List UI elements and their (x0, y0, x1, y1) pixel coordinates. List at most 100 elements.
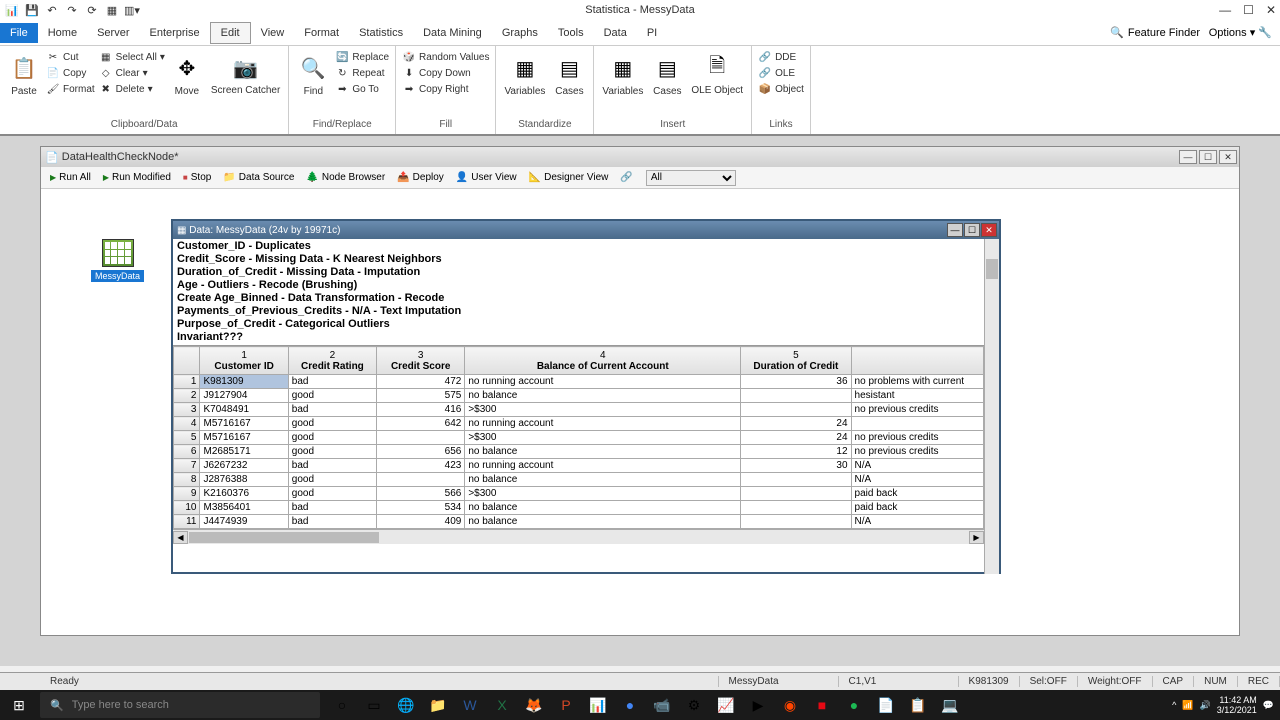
vscroll-thumb[interactable] (986, 259, 998, 279)
app7-icon[interactable]: ◉ (776, 691, 804, 719)
explorer-icon[interactable]: 📁 (424, 691, 452, 719)
close-button[interactable]: ✕ (1266, 3, 1276, 17)
undo-icon[interactable]: ↶ (44, 2, 60, 18)
table-row[interactable]: 6 M2685171 good 656 no balance 12 no pre… (174, 445, 984, 459)
column-header[interactable]: 2Credit Rating (288, 347, 376, 375)
randomvalues-button[interactable]: 🎲Random Values (402, 50, 489, 64)
column-header[interactable]: 4Balance of Current Account (465, 347, 741, 375)
menu-server[interactable]: Server (87, 23, 139, 43)
table-row[interactable]: 5 M5716167 good >$300 24 no previous cre… (174, 431, 984, 445)
table-row[interactable]: 9 K2160376 good 566 >$300 paid back (174, 487, 984, 501)
menu-graphs[interactable]: Graphs (492, 23, 548, 43)
app9-icon[interactable]: 📋 (904, 691, 932, 719)
menu-tools[interactable]: Tools (548, 23, 594, 43)
volume-icon[interactable]: 🔊 (1200, 700, 1211, 711)
app5-icon[interactable]: 📈 (712, 691, 740, 719)
column-header[interactable]: 3Credit Score (377, 347, 465, 375)
dde-button[interactable]: 🔗DDE (758, 50, 804, 64)
data-table[interactable]: 1Customer ID2Credit Rating3Credit Score4… (173, 346, 984, 529)
ins-cases-button[interactable]: ▤ Cases (649, 50, 685, 99)
userview-button[interactable]: 👤User View (451, 170, 522, 185)
add-icon[interactable]: ▦ (104, 2, 120, 18)
app10-icon[interactable]: 💻 (936, 691, 964, 719)
table-row[interactable]: 4 M5716167 good 642 no running account 2… (174, 417, 984, 431)
redo-icon[interactable]: ↷ (64, 2, 80, 18)
mdi-minimize[interactable]: — (1179, 150, 1197, 164)
options-button[interactable]: Options ▾ 🔧 (1209, 26, 1272, 39)
clear-button[interactable]: ◇Clear ▾ (99, 66, 165, 80)
goto-button[interactable]: ➡Go To (335, 82, 389, 96)
firefox-icon[interactable]: 🦊 (520, 691, 548, 719)
spotify-icon[interactable]: ● (840, 691, 868, 719)
macro-icon[interactable]: ▥▾ (124, 2, 140, 18)
refresh-icon[interactable]: ⟳ (84, 2, 100, 18)
menu-file[interactable]: File (0, 23, 38, 43)
stop-button[interactable]: ■Stop (178, 170, 216, 185)
datasource-button[interactable]: 📁Data Source (218, 170, 299, 185)
clock-time[interactable]: 11:42 AM (1217, 695, 1257, 705)
menu-data[interactable]: Data (594, 23, 637, 43)
app1-icon[interactable]: 📊 (584, 691, 612, 719)
data-node[interactable]: MessyData (91, 239, 144, 282)
copy-button[interactable]: 📄Copy (46, 66, 95, 80)
menu-view[interactable]: View (251, 23, 295, 43)
menu-datamining[interactable]: Data Mining (413, 23, 492, 43)
filter-select[interactable]: All (646, 170, 736, 186)
word-icon[interactable]: W (456, 691, 484, 719)
scroll-left[interactable]: ◀ (173, 531, 188, 544)
cortana-icon[interactable]: ○ (328, 691, 356, 719)
ole-object-button[interactable]: 🗎 OLE Object (689, 50, 745, 98)
menu-edit[interactable]: Edit (210, 22, 251, 44)
replace-button[interactable]: 🔄Replace (335, 50, 389, 64)
table-row[interactable]: 10 M3856401 bad 534 no balance paid back (174, 501, 984, 515)
clock-date[interactable]: 3/12/2021 (1217, 705, 1257, 715)
std-variables-button[interactable]: ▦ Variables (502, 50, 547, 99)
chrome-icon[interactable]: 🌐 (392, 691, 420, 719)
hscrollbar[interactable]: ◀ ▶ (173, 529, 984, 544)
screencatcher-button[interactable]: 📷 Screen Catcher (209, 50, 282, 98)
menu-home[interactable]: Home (38, 23, 87, 43)
delete-button[interactable]: ✖Delete ▾ (99, 82, 165, 96)
search-box[interactable]: 🔍 Type here to search (40, 692, 320, 718)
column-header[interactable]: 5Duration of Credit (741, 347, 851, 375)
move-button[interactable]: ✥ Move (169, 50, 205, 99)
notifications-icon[interactable]: 💬 (1263, 700, 1274, 711)
deploy-button[interactable]: 📤Deploy (392, 170, 449, 185)
table-row[interactable]: 7 J6267232 bad 423 no running account 30… (174, 459, 984, 473)
runall-button[interactable]: ▶Run All (45, 170, 96, 185)
table-row[interactable]: 11 J4474939 bad 409 no balance N/A (174, 515, 984, 529)
repeat-button[interactable]: ↻Repeat (335, 66, 389, 80)
copyright-button[interactable]: ➡Copy Right (402, 82, 489, 96)
format-button[interactable]: 🖌Format (46, 82, 95, 96)
start-button[interactable]: ⊞ (0, 690, 38, 720)
designerview-button[interactable]: 📐Designer View (524, 170, 614, 185)
std-cases-button[interactable]: ▤ Cases (551, 50, 587, 99)
vscrollbar[interactable] (984, 239, 999, 574)
data-maximize[interactable]: ☐ (964, 223, 980, 237)
scroll-right[interactable]: ▶ (969, 531, 984, 544)
wifi-icon[interactable]: 📶 (1182, 700, 1193, 711)
mdi-close[interactable]: ✕ (1219, 150, 1237, 164)
tray-up[interactable]: ^ (1172, 700, 1176, 710)
save-icon[interactable]: 💾 (24, 2, 40, 18)
app3-icon[interactable]: 📹 (648, 691, 676, 719)
app2-icon[interactable]: ● (616, 691, 644, 719)
app4-icon[interactable]: ⚙ (680, 691, 708, 719)
taskview-icon[interactable]: ▭ (360, 691, 388, 719)
olelink-button[interactable]: 🔗OLE (758, 66, 804, 80)
minimize-button[interactable]: — (1219, 3, 1231, 17)
menu-statistics[interactable]: Statistics (349, 23, 413, 43)
table-row[interactable]: 3 K7048491 bad 416 >$300 no previous cre… (174, 403, 984, 417)
maximize-button[interactable]: ☐ (1243, 3, 1254, 17)
pdf-icon[interactable]: 📄 (872, 691, 900, 719)
app8-icon[interactable]: ■ (808, 691, 836, 719)
copydown-button[interactable]: ⬇Copy Down (402, 66, 489, 80)
app6-icon[interactable]: ▶ (744, 691, 772, 719)
menu-format[interactable]: Format (294, 23, 349, 43)
table-row[interactable]: 1 K981309 bad 472 no running account 36 … (174, 375, 984, 389)
selectall-button[interactable]: ▦Select All ▾ (99, 50, 165, 64)
menu-enterprise[interactable]: Enterprise (139, 23, 209, 43)
feature-finder[interactable]: 🔍 Feature Finder (1110, 26, 1200, 39)
nodebrowser-button[interactable]: 🌲Node Browser (301, 170, 390, 185)
column-header[interactable]: 1Customer ID (200, 347, 288, 375)
